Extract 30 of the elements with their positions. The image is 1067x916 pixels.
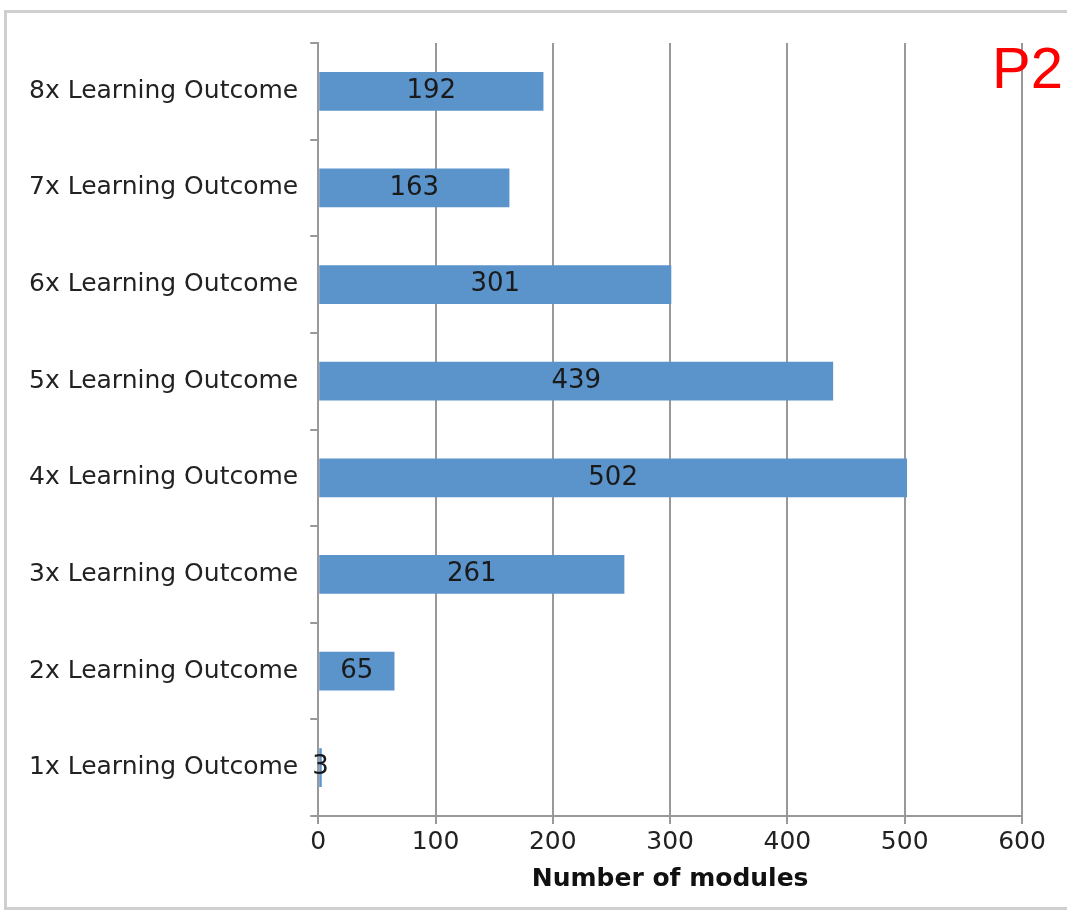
y-tick-label: 2x Learning Outcome (28, 654, 299, 684)
x-tick-label: 400 (763, 825, 812, 855)
data-label: 439 (551, 363, 602, 394)
x-tick-label: 100 (411, 825, 460, 855)
data-label: 163 (389, 170, 440, 201)
annotation: P2 (992, 35, 1063, 100)
x-axis-title: Number of modules (531, 862, 809, 892)
data-label: 65 (340, 653, 374, 684)
y-tick-label: 5x Learning Outcome (28, 364, 299, 394)
y-tick-label: 6x Learning Outcome (28, 268, 299, 298)
y-tick-label: 4x Learning Outcome (28, 461, 299, 491)
bar (319, 265, 672, 304)
bar (319, 71, 544, 111)
x-tick-label: 0 (310, 825, 327, 855)
y-tick-label: 7x Learning Outcome (28, 171, 299, 201)
y-tick-label: 1x Learning Outcome (28, 751, 299, 781)
data-label: 261 (446, 557, 497, 588)
data-label: 502 (588, 460, 638, 491)
bar (319, 458, 908, 498)
bar (319, 168, 510, 208)
x-tick-label: 500 (880, 825, 929, 855)
bar (319, 555, 625, 594)
x-tick-label: 300 (646, 825, 694, 855)
y-tick-label: 3x Learning Outcome (28, 557, 299, 587)
data-label: 192 (406, 74, 457, 105)
x-tick-label: 600 (998, 825, 1046, 855)
bar (319, 361, 834, 401)
y-tick-label: 8x Learning Outcome (28, 74, 299, 104)
x-tick-label: 200 (528, 825, 577, 855)
data-label: 301 (470, 267, 521, 298)
